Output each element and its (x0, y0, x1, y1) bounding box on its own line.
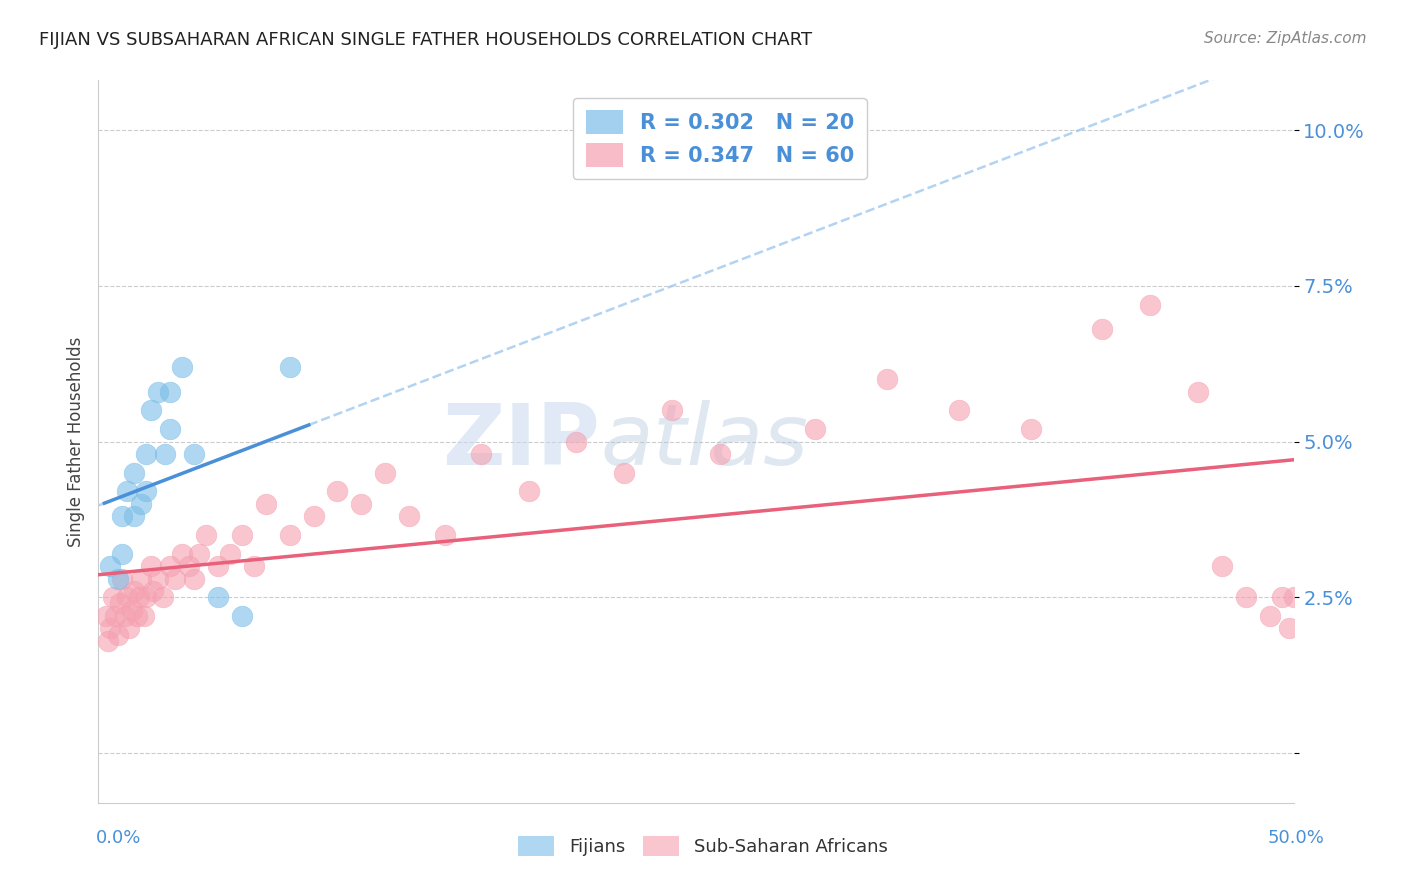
Text: ZIP: ZIP (443, 400, 600, 483)
Point (94, 609, 117, 624)
Point (661, 403, 683, 417)
Text: Source: ZipAtlas.com: Source: ZipAtlas.com (1204, 31, 1367, 46)
Point (1187, 384, 1209, 399)
Point (183, 572, 205, 586)
Point (302, 509, 325, 524)
Point (254, 497, 277, 511)
Point (131, 497, 153, 511)
Point (159, 422, 181, 436)
Point (111, 547, 134, 561)
Point (948, 403, 970, 417)
Text: atlas: atlas (600, 400, 808, 483)
Point (142, 584, 165, 599)
Point (876, 372, 898, 386)
Point (125, 609, 148, 624)
Point (709, 447, 731, 461)
Point (118, 621, 141, 635)
Point (104, 609, 127, 624)
Point (350, 497, 373, 511)
Point (115, 591, 138, 605)
Point (1282, 591, 1305, 605)
Point (1258, 609, 1281, 624)
Point (124, 466, 146, 480)
Point (278, 528, 301, 542)
Point (517, 484, 540, 499)
Point (565, 434, 588, 449)
Y-axis label: Single Father Households: Single Father Households (66, 336, 84, 547)
Legend: Fijians, Sub-Saharan Africans: Fijians, Sub-Saharan Africans (512, 829, 894, 863)
Point (148, 384, 170, 399)
Point (128, 591, 150, 605)
Point (114, 609, 136, 624)
Point (1091, 322, 1114, 336)
Point (207, 591, 229, 605)
Point (207, 559, 229, 574)
Point (1211, 559, 1233, 574)
Point (121, 603, 143, 617)
Point (172, 547, 194, 561)
Text: 50.0%: 50.0% (1268, 830, 1324, 847)
Point (231, 528, 253, 542)
Point (434, 528, 457, 542)
Point (108, 597, 131, 611)
Point (98, 621, 122, 635)
Point (219, 547, 242, 561)
Point (135, 591, 157, 605)
Text: 0.0%: 0.0% (96, 830, 141, 847)
Point (243, 559, 266, 574)
Point (152, 591, 174, 605)
Point (115, 484, 138, 499)
Point (135, 484, 157, 499)
Point (159, 559, 181, 574)
Point (101, 591, 124, 605)
Point (139, 559, 162, 574)
Point (159, 384, 181, 399)
Point (111, 509, 134, 524)
Point (172, 359, 194, 374)
Point (163, 572, 186, 586)
Point (1278, 621, 1301, 635)
Point (98, 559, 122, 574)
Legend: R = 0.302   N = 20, R = 0.347   N = 60: R = 0.302 N = 20, R = 0.347 N = 60 (574, 98, 866, 179)
Point (195, 528, 218, 542)
Point (804, 422, 827, 436)
Point (1019, 422, 1042, 436)
Point (1234, 591, 1257, 605)
Point (183, 447, 205, 461)
Text: FIJIAN VS SUBSAHARAN AFRICAN SINGLE FATHER HOUSEHOLDS CORRELATION CHART: FIJIAN VS SUBSAHARAN AFRICAN SINGLE FATH… (39, 31, 813, 49)
Point (107, 572, 129, 586)
Point (124, 509, 146, 524)
Point (470, 447, 492, 461)
Point (1139, 297, 1161, 311)
Point (131, 572, 153, 586)
Point (231, 609, 253, 624)
Point (398, 509, 420, 524)
Point (148, 572, 170, 586)
Point (1271, 591, 1294, 605)
Point (326, 484, 349, 499)
Point (97, 633, 120, 648)
Point (107, 627, 129, 641)
Point (124, 584, 146, 599)
Point (132, 609, 155, 624)
Point (278, 359, 301, 374)
Point (179, 559, 201, 574)
Point (139, 403, 162, 417)
Point (187, 547, 209, 561)
Point (135, 447, 157, 461)
Point (111, 572, 134, 586)
Point (155, 447, 177, 461)
Point (613, 466, 636, 480)
Point (374, 466, 396, 480)
